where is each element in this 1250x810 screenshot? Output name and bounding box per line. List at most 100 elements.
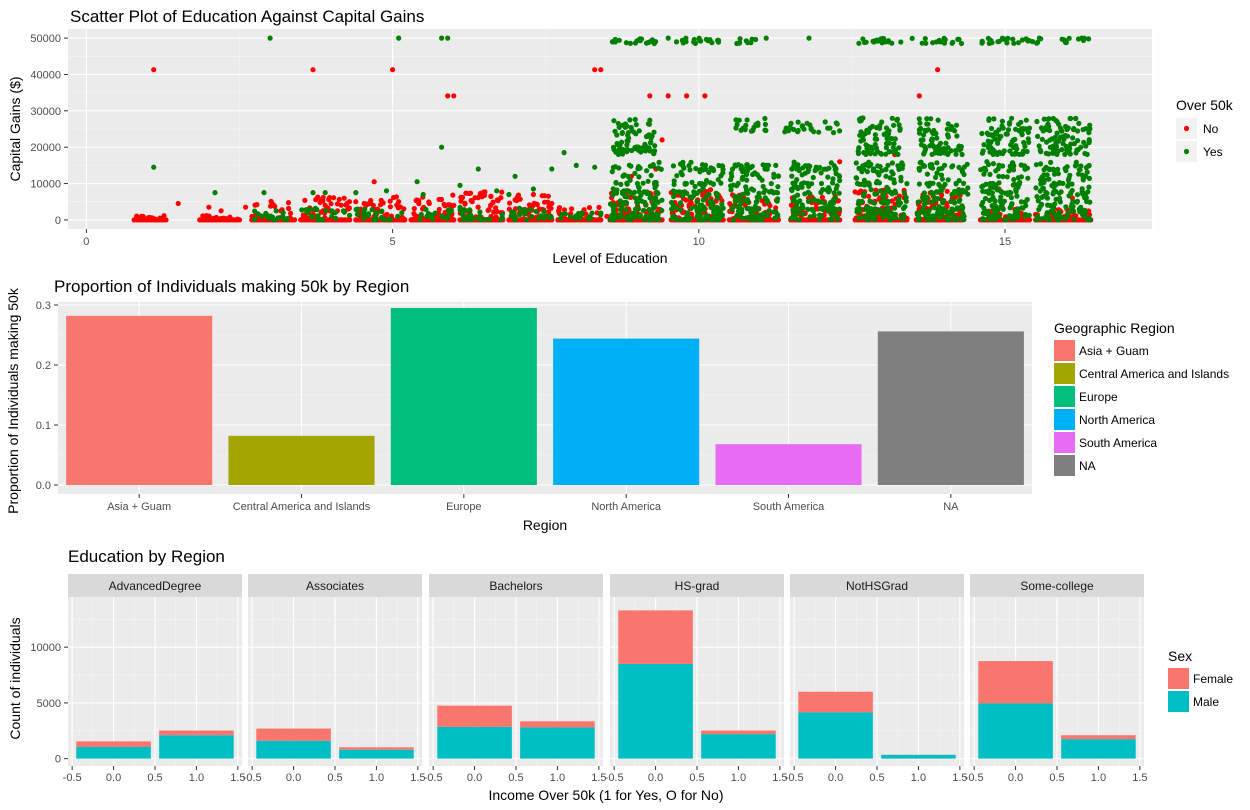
scatter-point-yes <box>1011 177 1017 183</box>
scatter-point-yes <box>927 143 933 149</box>
scatter-point-yes <box>962 189 968 195</box>
scatter-point-yes <box>815 198 821 204</box>
scatter-point-yes <box>837 178 843 184</box>
scatter-point-yes <box>1085 189 1091 195</box>
scatter-point-yes <box>832 167 838 173</box>
scatter-point-yes <box>901 190 907 196</box>
scatter-point-no <box>819 194 826 200</box>
bar-male <box>881 754 956 759</box>
facet-strip <box>248 574 422 597</box>
scatter-point-yes <box>615 142 621 148</box>
scatter-point-no <box>451 93 457 99</box>
scatter-point-yes <box>883 125 890 131</box>
scatter-point-yes <box>1007 205 1013 211</box>
education-y-tick-label: 0 <box>55 754 61 766</box>
scatter-point-yes <box>710 215 716 221</box>
education-y-tick-label: 10000 <box>30 642 61 654</box>
scatter-point-yes <box>1014 193 1020 199</box>
scatter-point-yes <box>475 166 481 172</box>
scatter-point-yes <box>915 216 921 222</box>
scatter-point-yes <box>1052 201 1058 207</box>
scatter-point-yes <box>859 198 865 205</box>
scatter-point-yes <box>874 125 880 131</box>
scatter-point-yes <box>755 122 761 128</box>
education-y-tick-label: 5000 <box>37 698 61 710</box>
scatter-point-yes <box>693 166 699 172</box>
scatter-point-yes <box>653 182 659 188</box>
scatter-point-yes <box>1071 127 1077 133</box>
scatter-point-yes <box>860 36 866 42</box>
facet-x-tick-label: 0.0 <box>106 772 121 784</box>
scatter-point-yes <box>956 164 962 170</box>
facet-x-tick-label: 1.0 <box>369 772 384 784</box>
scatter-point-no <box>665 93 671 99</box>
scatter-point-yes <box>1059 147 1065 153</box>
scatter-point-yes <box>468 215 474 221</box>
education-x-axis-title: Income Over 50k (1 for Yes, O for No) <box>489 787 724 803</box>
scatter-point-yes <box>699 162 706 168</box>
scatter-point-yes <box>991 116 997 122</box>
scatter-point-yes <box>979 130 985 137</box>
scatter-point-yes <box>750 171 756 178</box>
region-legend-label: Europe <box>1079 390 1118 404</box>
scatter-point-yes <box>799 123 806 129</box>
scatter-point-no <box>788 202 795 208</box>
scatter-point-no <box>200 213 206 219</box>
scatter-point-yes <box>611 217 618 223</box>
region-legend-key <box>1054 340 1075 361</box>
facet-strip-label: Associates <box>306 579 364 593</box>
scatter-point-yes <box>646 206 652 213</box>
scatter-point-yes <box>671 181 677 187</box>
scatter-point-yes <box>622 199 628 206</box>
scatter-point-no <box>467 190 474 196</box>
scatter-point-yes <box>896 196 902 202</box>
scatter-point-no <box>218 208 224 214</box>
scatter-point-yes <box>420 191 426 198</box>
scatter-point-yes <box>681 165 687 171</box>
scatter-point-yes <box>818 170 824 176</box>
scatter-point-no <box>495 198 501 204</box>
scatter-point-yes <box>1073 115 1079 122</box>
scatter-point-yes <box>687 167 693 173</box>
education-y-axis-title: Count of individuals <box>7 617 23 739</box>
scatter-point-yes <box>874 178 880 184</box>
scatter-point-yes <box>1070 198 1076 204</box>
scatter-point-yes <box>939 176 946 182</box>
scatter-point-yes <box>1012 181 1018 187</box>
scatter-point-yes <box>1023 117 1029 123</box>
scatter-point-yes <box>956 36 962 42</box>
scatter-point-no <box>387 204 393 210</box>
scatter-point-yes <box>995 39 1001 45</box>
scatter-point-no <box>426 200 432 207</box>
scatter-point-yes <box>915 199 921 205</box>
scatter-point-yes <box>619 150 625 156</box>
scatter-point-yes <box>897 127 903 133</box>
scatter-point-yes <box>689 179 695 185</box>
scatter-point-yes <box>891 205 898 211</box>
scatter-point-yes <box>517 212 523 218</box>
scatter-point-yes <box>547 215 553 221</box>
scatter-point-yes <box>1052 150 1058 156</box>
facet-x-tick-label: 0.5 <box>147 772 162 784</box>
scatter-point-yes <box>830 176 836 182</box>
scatter-point-yes <box>424 213 430 219</box>
scatter-point-no <box>494 208 500 215</box>
scatter-point-yes <box>720 170 726 176</box>
scatter-point-yes <box>607 201 614 207</box>
scatter-point-yes <box>549 166 555 172</box>
scatter-point-yes <box>652 148 658 154</box>
scatter-point-yes <box>1057 125 1063 131</box>
scatter-point-yes <box>1086 130 1092 136</box>
scatter-point-yes <box>825 189 832 195</box>
scatter-point-yes <box>1024 196 1030 203</box>
scatter-point-no <box>320 198 326 204</box>
scatter-point-no <box>270 201 276 207</box>
scatter-point-no <box>286 205 292 212</box>
facet-x-tick-label: 0.5 <box>1049 772 1064 784</box>
scatter-point-yes <box>1084 151 1090 157</box>
scatter-point-yes <box>509 209 515 215</box>
scatter-point-yes <box>796 217 802 223</box>
scatter-point-yes <box>775 173 782 179</box>
scatter-point-yes <box>744 168 751 174</box>
scatter-point-yes <box>1033 162 1039 168</box>
